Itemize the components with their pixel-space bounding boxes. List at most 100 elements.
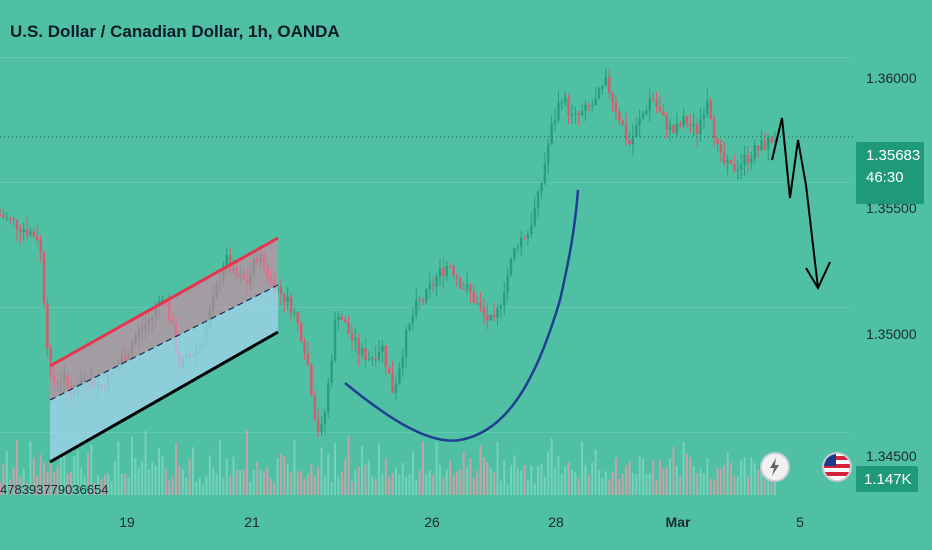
candle-body bbox=[526, 233, 530, 239]
volume-bar bbox=[716, 467, 719, 495]
candle-body bbox=[530, 225, 533, 234]
candle-body bbox=[455, 275, 459, 279]
candle-body bbox=[29, 231, 32, 236]
volume-bar bbox=[124, 474, 127, 495]
volume-bar bbox=[97, 474, 100, 495]
candle-body bbox=[32, 231, 36, 237]
x-tick-label: 5 bbox=[796, 514, 804, 530]
volume-bar bbox=[357, 467, 360, 495]
volume-bar bbox=[22, 468, 25, 495]
volume-bar bbox=[235, 469, 238, 495]
candle-body bbox=[726, 159, 729, 163]
candle-body bbox=[462, 288, 465, 290]
volume-bar bbox=[215, 473, 218, 495]
volume-bar bbox=[564, 466, 567, 495]
volume-bar bbox=[32, 457, 35, 495]
volume-bar bbox=[218, 440, 221, 495]
candle-body bbox=[459, 278, 462, 289]
candle-body bbox=[597, 88, 601, 99]
candle-body bbox=[475, 302, 479, 304]
candle-body bbox=[540, 183, 543, 192]
volume-bar bbox=[198, 477, 201, 495]
candle-body bbox=[401, 356, 404, 369]
candle-body bbox=[296, 312, 300, 323]
volume-bar bbox=[222, 477, 225, 495]
candle-body bbox=[279, 287, 283, 294]
lightning-glyph bbox=[770, 458, 779, 476]
volume-bar bbox=[523, 465, 526, 495]
volume-bar bbox=[283, 455, 286, 495]
volume-bar bbox=[290, 471, 293, 495]
volume-bar bbox=[195, 481, 198, 495]
volume-bar bbox=[445, 469, 448, 495]
volume-bar bbox=[462, 451, 465, 495]
candle-body bbox=[479, 302, 482, 308]
candle-body bbox=[570, 113, 574, 116]
volume-bar bbox=[604, 471, 607, 495]
candle-body bbox=[0, 215, 2, 216]
volume-bar bbox=[53, 472, 56, 495]
volume-bar bbox=[438, 464, 441, 495]
volume-bar bbox=[229, 476, 232, 495]
candle-body bbox=[354, 338, 357, 341]
candle-body bbox=[371, 357, 374, 360]
candle-body bbox=[641, 113, 645, 119]
candle-body bbox=[408, 323, 411, 331]
candle-body bbox=[452, 266, 455, 276]
volume-bar bbox=[401, 462, 404, 495]
candle-body bbox=[716, 138, 719, 145]
candle-body bbox=[682, 115, 685, 127]
volume-bar bbox=[130, 436, 133, 495]
candle-body bbox=[46, 303, 49, 349]
channel-fill-red bbox=[50, 238, 278, 400]
volume-bar bbox=[161, 456, 164, 495]
candle-body bbox=[733, 164, 736, 171]
candle-body bbox=[316, 419, 320, 432]
x-tick-label: 26 bbox=[424, 514, 440, 530]
volume-bar bbox=[300, 470, 303, 495]
candle-body bbox=[533, 207, 536, 226]
candle-body bbox=[404, 330, 408, 357]
candle-body bbox=[347, 322, 350, 335]
volume-bar bbox=[567, 462, 570, 495]
volume-bar bbox=[205, 476, 208, 495]
volume-bar bbox=[151, 461, 154, 495]
candle-body bbox=[431, 284, 435, 286]
bar-countdown: 46:30 bbox=[866, 169, 904, 186]
volume-bar bbox=[306, 473, 309, 495]
candle-body bbox=[327, 383, 330, 413]
forecast-arrowhead bbox=[805, 261, 831, 291]
candle-body bbox=[729, 159, 733, 165]
volume-bar bbox=[730, 462, 733, 495]
last-price-tag: 1.35683 46:30 bbox=[856, 142, 924, 204]
candle-body bbox=[743, 154, 746, 165]
volume-bar bbox=[19, 476, 22, 495]
volume-bar bbox=[516, 468, 519, 495]
volume-bar bbox=[591, 462, 594, 495]
lightning-icon[interactable] bbox=[760, 452, 790, 482]
volume-bar bbox=[394, 467, 397, 495]
volume-bar bbox=[56, 466, 59, 495]
volume-bar bbox=[526, 480, 529, 495]
volume-bar bbox=[709, 478, 712, 495]
candle-body bbox=[668, 124, 672, 130]
volume-bar bbox=[513, 455, 516, 495]
volume-bar bbox=[533, 483, 536, 495]
candle-body bbox=[36, 236, 39, 241]
volume-bar bbox=[49, 463, 52, 495]
volume-bar bbox=[83, 475, 86, 495]
volume-bar bbox=[269, 478, 272, 495]
volume-bar bbox=[256, 461, 259, 495]
volume-bar bbox=[530, 465, 533, 495]
volume-bar bbox=[364, 464, 367, 495]
candle-body bbox=[435, 276, 438, 286]
us-flag-icon[interactable] bbox=[822, 452, 852, 482]
volume-bar bbox=[337, 476, 340, 495]
candle-body bbox=[770, 137, 773, 143]
volume-bar bbox=[631, 472, 634, 495]
volume-bar bbox=[594, 449, 597, 495]
candle-body bbox=[340, 316, 344, 320]
volume-bar bbox=[73, 455, 76, 495]
candle-body bbox=[760, 140, 763, 151]
